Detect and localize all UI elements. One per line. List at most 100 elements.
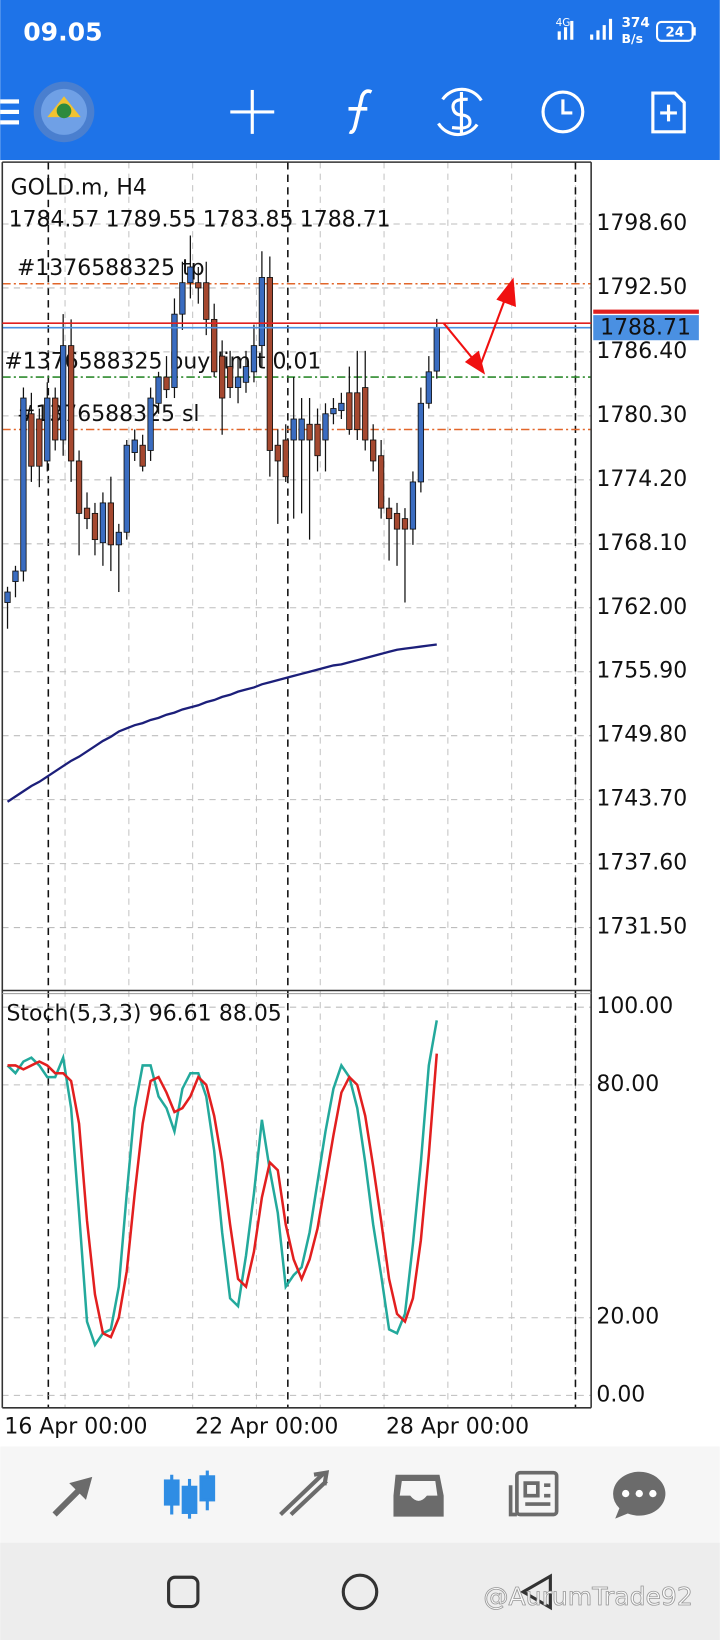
candle-body — [346, 392, 353, 430]
net-speed: 374 — [621, 15, 649, 31]
candle-body — [147, 397, 154, 451]
candle-body — [274, 444, 281, 462]
y-tick-label: 1780.30 — [596, 403, 687, 428]
nav-chat[interactable] — [613, 1471, 666, 1519]
candle-body — [60, 345, 67, 441]
bottom-nav — [0, 1446, 720, 1543]
y-tick-label: 1755.90 — [596, 659, 687, 684]
candle-body — [385, 507, 393, 520]
signal-icons — [557, 18, 613, 40]
back-button[interactable] — [520, 1573, 552, 1611]
y-tick-label: 1743.70 — [596, 787, 687, 812]
ask-marker — [593, 309, 699, 314]
nav-history[interactable] — [393, 1474, 444, 1517]
stoch-header: Stoch(5,3,3) 96.61 88.05 — [6, 1002, 281, 1027]
candle-body — [219, 355, 226, 399]
battery-tip — [692, 27, 696, 36]
candle-body — [91, 512, 99, 541]
clock: 09.05 — [23, 17, 102, 46]
net-speed-unit: B/s — [621, 31, 643, 46]
y-tick-label: 0.00 — [596, 1382, 645, 1407]
history-button[interactable] — [541, 90, 585, 134]
candle-body — [163, 376, 170, 391]
candle-body — [377, 455, 385, 509]
x-tick-label: 22 Apr 00:00 — [195, 1415, 338, 1440]
candle-body — [266, 277, 273, 451]
candle-body — [179, 282, 186, 315]
candle-body — [139, 444, 146, 467]
stoch-signal-value: 88.05 — [219, 1002, 282, 1027]
candle-body — [107, 502, 114, 546]
y-tick-label: 1786.40 — [596, 339, 687, 364]
header-close: 1788.71 — [300, 208, 391, 233]
stoch-main-value: 96.61 — [149, 1002, 212, 1027]
candle-body — [67, 345, 75, 462]
nav-quotes[interactable] — [52, 1476, 93, 1517]
candle-body — [258, 277, 266, 347]
candle-body — [52, 397, 59, 441]
candle-body — [354, 392, 361, 430]
candle-body — [242, 366, 250, 383]
candle-body — [226, 366, 234, 388]
y-tick-label: 1774.20 — [596, 467, 687, 492]
candle-body — [20, 397, 27, 572]
y-tick-label: 1749.80 — [596, 723, 687, 748]
nav-trade[interactable] — [279, 1470, 330, 1517]
candle-body — [409, 481, 417, 530]
network-type: 4G — [556, 17, 571, 29]
candle-body — [298, 418, 305, 441]
candle-body — [330, 408, 337, 415]
x-tick-label: 16 Apr 00:00 — [4, 1415, 147, 1440]
nav-news[interactable] — [508, 1470, 559, 1517]
battery-level: 24 — [665, 24, 684, 40]
candle-body — [115, 531, 122, 546]
stoch-title: Stoch(5,3,3) — [6, 1002, 141, 1027]
y-tick-label: 1737.60 — [596, 851, 687, 876]
candle-body — [282, 439, 289, 478]
nav-chart[interactable] — [163, 1470, 216, 1519]
indicators-button[interactable] — [348, 89, 373, 134]
y-tick-label: 1762.00 — [596, 595, 687, 620]
candle-body — [433, 327, 440, 372]
system-nav — [0, 1542, 720, 1640]
price-tag-label: 1788.71 — [600, 316, 691, 341]
candle-body — [195, 282, 202, 289]
candle-body — [314, 423, 321, 457]
x-tick-label: 28 Apr 00:00 — [386, 1415, 529, 1440]
header-low: 1783.85 — [203, 208, 294, 233]
candle-body — [401, 518, 409, 530]
app-logo[interactable] — [33, 81, 95, 143]
candle-body — [322, 413, 329, 441]
candle-body — [338, 402, 345, 412]
y-tick-label: 20.00 — [596, 1305, 659, 1330]
candle-body — [83, 507, 91, 520]
candle-body — [44, 397, 51, 462]
candle-body — [4, 591, 11, 603]
candle-body — [155, 376, 162, 404]
new-order-button[interactable] — [651, 91, 686, 134]
candle-body — [131, 439, 138, 453]
menu-button[interactable] — [0, 99, 20, 125]
recents-button[interactable] — [167, 1575, 200, 1609]
candle-body — [362, 387, 369, 441]
y-tick-label: 1731.50 — [596, 915, 687, 940]
indicator-line — [7, 1053, 439, 1339]
y-tick-label: 1798.60 — [596, 211, 687, 236]
order-label: #1376588325 buy limit 0.01 — [4, 349, 321, 374]
home-button[interactable] — [341, 1573, 379, 1611]
y-tick-label: 1768.10 — [596, 531, 687, 556]
candle-body — [36, 418, 43, 467]
trade-button[interactable] — [437, 87, 483, 137]
order-label: #1376588325 tp — [17, 256, 205, 281]
candle-body — [123, 444, 130, 533]
candle-body — [393, 512, 401, 530]
candle-body — [417, 402, 425, 483]
ohlc-header: 1784.57 1789.55 1783.85 1788.71 — [9, 208, 391, 233]
price-tag — [593, 315, 699, 341]
crosshair-button[interactable] — [230, 89, 275, 134]
header-high: 1789.55 — [106, 208, 197, 233]
y-tick-label: 80.00 — [596, 1072, 659, 1097]
watermark: @AurumTrade92 — [483, 1582, 692, 1611]
